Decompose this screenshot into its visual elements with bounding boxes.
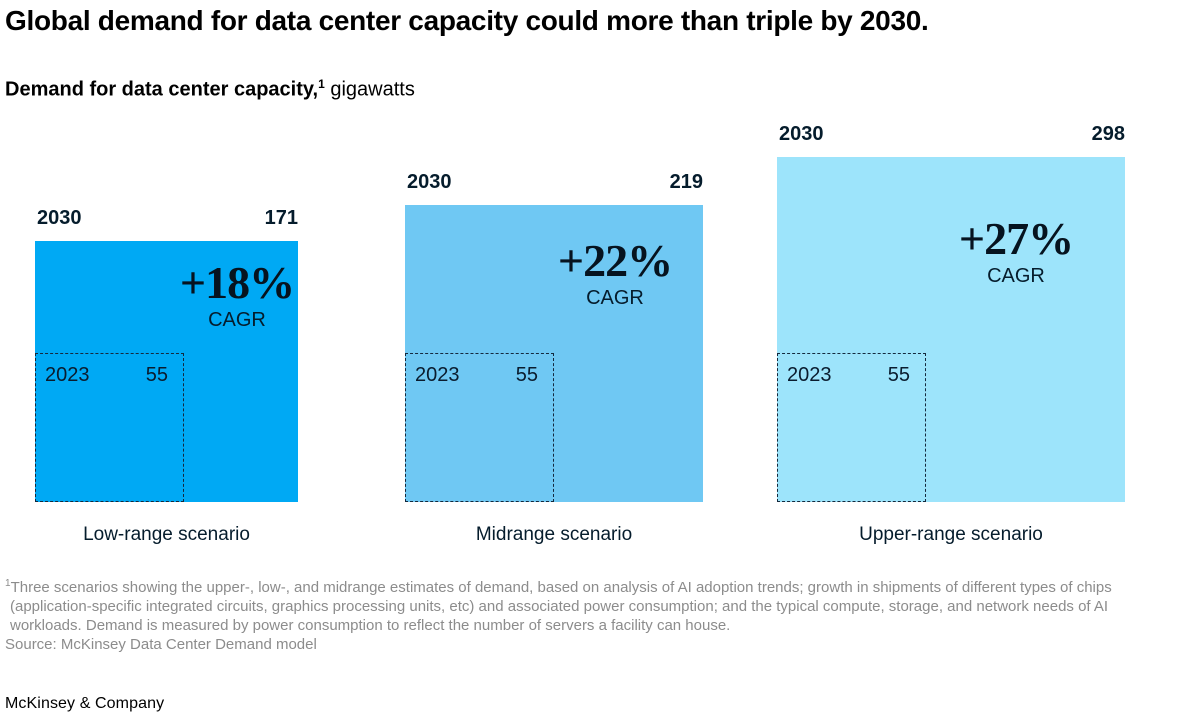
base-year-square: 2023 55 xyxy=(405,353,554,502)
projection-labels: 2030 219 xyxy=(407,171,703,194)
base-labels: 2023 55 xyxy=(778,354,925,387)
scenario-label: Upper-range scenario xyxy=(859,524,1043,545)
cagr-value: +22% xyxy=(557,235,673,286)
base-labels: 2023 55 xyxy=(406,354,553,387)
chart-subtitle: Demand for data center capacity,1 gigawa… xyxy=(5,77,415,102)
projection-value-label: 219 xyxy=(669,171,703,193)
base-labels: 2023 55 xyxy=(36,354,183,387)
cagr-callout: +18% CAGR xyxy=(179,257,295,332)
projection-square: +27% CAGR 2023 55 xyxy=(777,157,1125,502)
mckinsey-brand-wordmark: McKinsey & Company xyxy=(5,695,165,712)
source-line: Source: McKinsey Data Center Demand mode… xyxy=(5,636,317,653)
projection-square: +18% CAGR 2023 55 xyxy=(35,241,298,502)
footnote-text: 1Three scenarios showing the upper-, low… xyxy=(5,574,1173,635)
projection-year-label: 2030 xyxy=(407,171,452,193)
projection-value-label: 298 xyxy=(1091,123,1125,145)
cagr-label: CAGR xyxy=(987,265,1045,288)
scenario-upper-range: 2030 298 +27% CAGR 2023 55 Upper-range s… xyxy=(777,123,1125,545)
projection-labels: 2030 171 xyxy=(37,207,298,230)
projection-value-label: 171 xyxy=(264,207,298,229)
projection-year-label: 2030 xyxy=(779,123,824,145)
cagr-value: +27% xyxy=(958,213,1074,264)
scenario-low-range: 2030 171 +18% CAGR 2023 55 Low-range sce… xyxy=(35,207,298,545)
page-title: Global demand for data center capacity c… xyxy=(5,5,929,36)
base-value-label: 55 xyxy=(515,364,538,386)
scenario-label: Midrange scenario xyxy=(475,524,633,545)
chart-subtitle-bold: Demand for data center capacity, xyxy=(5,78,319,101)
footnote-body: Three scenarios showing the upper-, low-… xyxy=(10,579,1112,634)
base-value-label: 55 xyxy=(887,364,910,386)
cagr-value: +18% xyxy=(179,257,295,308)
cagr-callout: +22% CAGR xyxy=(557,235,673,310)
base-value-label: 55 xyxy=(145,364,168,386)
cagr-callout: +27% CAGR xyxy=(958,213,1074,288)
cagr-label: CAGR xyxy=(586,287,644,310)
base-year-label: 2023 xyxy=(415,364,460,386)
scenario-midrange: 2030 219 +22% CAGR 2023 55 Midrange scen… xyxy=(405,171,703,545)
base-year-square: 2023 55 xyxy=(35,353,184,502)
projection-square: +22% CAGR 2023 55 xyxy=(405,205,703,502)
base-year-label: 2023 xyxy=(45,364,90,386)
cagr-label: CAGR xyxy=(208,309,266,332)
subtitle-footnote-marker: 1 xyxy=(318,77,325,91)
projection-year-label: 2030 xyxy=(37,207,82,229)
footnote-marker: 1 xyxy=(5,578,11,589)
footnote: 1Three scenarios showing the upper-, low… xyxy=(5,574,1173,654)
projection-labels: 2030 298 xyxy=(779,123,1125,146)
chart-subtitle-unit: gigawatts xyxy=(324,78,415,101)
scenario-label: Low-range scenario xyxy=(83,524,250,545)
base-year-label: 2023 xyxy=(787,364,832,386)
base-year-square: 2023 55 xyxy=(777,353,926,502)
